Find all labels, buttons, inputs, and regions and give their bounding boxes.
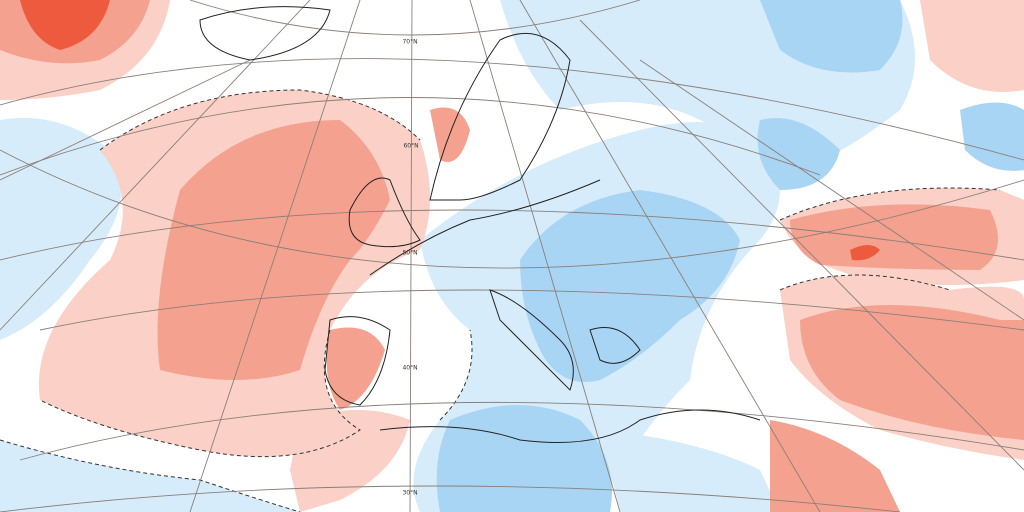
british-isles [348,177,421,248]
iceland-greenland [199,6,331,61]
warm-anomaly-area [290,410,410,512]
latitude-label: 60°N [403,143,418,150]
cold-anomaly-area [0,440,300,512]
contour [39,89,421,458]
coastlines [199,6,761,443]
iberia [324,316,391,406]
warm-anomaly-core [430,107,470,162]
latitude-label: 40°N [402,365,417,372]
strong-warm-anomaly [850,245,880,261]
warm-anomaly-area [920,0,1024,92]
greece [589,327,641,364]
italy [489,289,574,391]
contour [0,329,473,512]
latitude-labels: 70°N 60°N 50°N 40°N 30°N [402,39,418,497]
coastline [369,179,761,443]
latitude-label: 30°N [402,490,417,497]
cold-anomaly-core [520,190,740,382]
latitude-label: 50°N [402,250,417,257]
cold-anomaly-core [760,0,903,73]
cold-anomaly-core [757,118,840,190]
cold-anomaly-core [436,405,612,512]
zero-contours [0,89,1001,512]
latitude-label: 70°N [402,39,417,46]
cold-anomaly-area [0,118,122,340]
contour [779,187,1001,291]
warm-anomaly-core [326,327,385,410]
warm-anomaly-core [770,420,900,512]
warm-anomaly-core [157,120,390,380]
cold-anomaly-core [960,102,1024,171]
scandinavia [429,32,571,201]
strong-warm-anomaly [20,0,110,50]
warm-anomaly-core [790,204,998,270]
warm-anomaly-core [800,305,1024,440]
